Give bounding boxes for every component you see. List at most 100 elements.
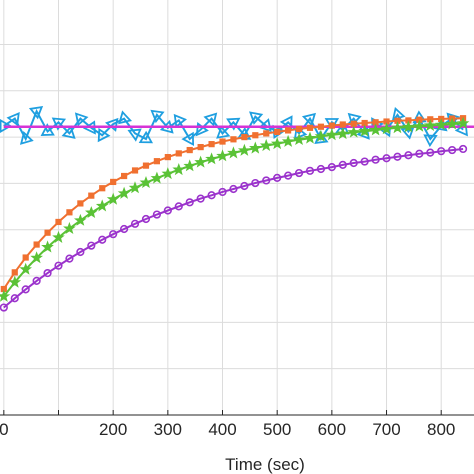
data-point [95, 199, 109, 212]
data-point [306, 124, 314, 131]
series-3 [0, 116, 470, 302]
data-point [285, 127, 292, 134]
data-point [44, 229, 51, 236]
data-point [55, 218, 62, 226]
data-point [203, 112, 218, 127]
data-point [273, 173, 282, 182]
data-point [32, 276, 41, 285]
grid [0, 0, 474, 416]
data-point [98, 235, 107, 244]
data-point [106, 192, 120, 205]
data-point [434, 118, 448, 131]
data-point [423, 118, 437, 132]
data-point [230, 136, 237, 143]
data-point [415, 149, 424, 158]
data-point [350, 120, 357, 127]
data-point [120, 224, 129, 234]
data-point [87, 241, 96, 250]
data-point [207, 191, 216, 200]
data-point [61, 125, 76, 139]
data-point [258, 118, 272, 133]
data-point [328, 122, 335, 129]
data-point [358, 124, 371, 137]
data-point [41, 240, 54, 253]
data-point [240, 181, 249, 191]
data-point [0, 303, 8, 312]
data-point [360, 157, 369, 166]
data-point [205, 152, 218, 165]
data-point [150, 109, 165, 124]
data-point [259, 138, 273, 152]
data-point [52, 230, 65, 243]
data-point [249, 141, 262, 154]
data-point [292, 133, 306, 146]
data-point [458, 144, 468, 154]
data-point [11, 269, 18, 276]
data-point [252, 132, 259, 139]
data-point [241, 133, 248, 141]
data-point [263, 130, 270, 137]
data-point [138, 130, 154, 144]
data-point [186, 146, 193, 154]
data-point [226, 117, 241, 131]
data-point [163, 206, 172, 215]
data-point [238, 143, 251, 156]
data-point [63, 221, 76, 235]
data-point [317, 123, 325, 130]
data-point [336, 127, 350, 140]
series-line [2, 117, 464, 290]
data-point [208, 141, 215, 148]
data-point [28, 105, 44, 120]
data-point [196, 194, 205, 203]
data-point [74, 112, 89, 127]
data-point [216, 149, 229, 162]
data-point [305, 166, 315, 175]
data-point [142, 162, 150, 169]
data-point [118, 110, 133, 125]
data-point [181, 131, 195, 147]
data-point [99, 185, 106, 192]
data-point [423, 134, 438, 148]
data-point [183, 159, 196, 172]
x-tick-labels: 0 200 300 400 500 600 700 800 [0, 420, 455, 439]
data-point [161, 167, 175, 180]
data-point [88, 192, 95, 199]
x-tick-label: 200 [99, 420, 127, 439]
data-point [249, 111, 264, 125]
data-point [216, 125, 231, 139]
data-point [110, 178, 117, 186]
data-point [437, 147, 446, 156]
data-point [76, 247, 85, 257]
data-point [43, 268, 52, 278]
data-point [66, 209, 73, 216]
data-point [456, 116, 470, 129]
x-tick-label: 600 [318, 420, 346, 439]
data-point [164, 154, 171, 161]
data-point [97, 127, 111, 143]
data-point [262, 176, 271, 185]
data-point [173, 113, 187, 129]
data-point [281, 134, 295, 147]
data-point [172, 163, 186, 176]
data-point [426, 148, 435, 157]
data-point [33, 241, 40, 248]
data-point [51, 117, 67, 131]
data-point [127, 128, 142, 142]
data-point [109, 230, 118, 239]
data-point [404, 151, 413, 160]
data-point [338, 160, 347, 169]
data-point [327, 163, 336, 172]
data-point [150, 171, 164, 184]
data-point [153, 158, 161, 165]
data-point [0, 289, 11, 302]
data-point [347, 125, 361, 138]
data-point [19, 130, 34, 145]
data-point [295, 125, 303, 133]
x-axis-label: Time (sec) [225, 455, 305, 474]
data-point [141, 214, 151, 224]
data-point [85, 206, 98, 219]
data-point [229, 184, 238, 194]
data-point [6, 111, 20, 127]
data-point [30, 251, 43, 264]
